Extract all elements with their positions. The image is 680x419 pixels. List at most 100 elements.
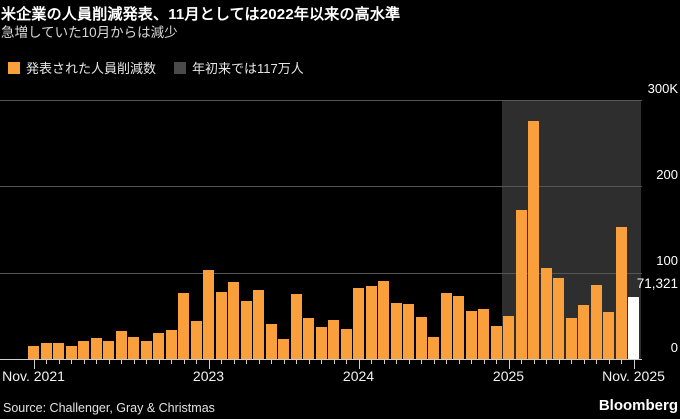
plot-area: 71,321 0 100 200 300K Nov. 2021 2023 2024 2025 N… <box>0 80 680 390</box>
x-axis-tick <box>83 360 85 364</box>
bar <box>290 294 302 359</box>
x-axis-tick <box>183 360 185 364</box>
x-axis-line <box>0 359 642 360</box>
bar <box>278 339 289 359</box>
y-axis-label: 0 <box>670 339 678 355</box>
bar <box>440 293 452 359</box>
bar <box>65 346 77 359</box>
x-axis-tick <box>358 360 360 369</box>
bar <box>28 346 39 359</box>
bar <box>315 327 327 359</box>
page-title: 米企業の人員削減発表、11月としては2022年以来の高水準 <box>1 6 401 23</box>
x-axis-tick <box>58 360 60 364</box>
bar <box>603 312 614 359</box>
bar <box>103 341 114 359</box>
bar <box>240 301 252 359</box>
bar <box>165 330 177 359</box>
x-axis-tick <box>608 360 610 364</box>
x-axis-tick <box>233 360 235 364</box>
x-axis-tick <box>508 360 510 369</box>
x-axis-tick <box>346 360 347 364</box>
x-axis-tick <box>546 360 547 364</box>
bar <box>128 337 139 359</box>
legend-item-label: 年初来では117万人 <box>192 61 304 76</box>
bar <box>215 292 227 359</box>
x-axis-tick <box>308 360 310 364</box>
source-credit: Source: Challenger, Gray & Christmas <box>3 401 215 415</box>
bar <box>140 341 152 359</box>
x-axis-tick <box>621 360 622 364</box>
bar <box>115 331 127 359</box>
x-axis-tick <box>208 360 210 369</box>
gridline <box>0 100 642 101</box>
bar <box>528 121 539 359</box>
x-axis-label: Nov. 2025 <box>602 368 665 384</box>
x-axis-tick <box>171 360 172 364</box>
y-axis-label: 100 <box>656 253 678 269</box>
x-axis-tick <box>158 360 160 364</box>
bar <box>78 341 89 359</box>
legend-item-layoffs: 発表された人員削減数 <box>8 58 156 77</box>
gridline <box>0 272 642 274</box>
legend: 発表された人員削減数 年初来では117万人 <box>8 58 304 77</box>
bar <box>565 318 577 359</box>
bar <box>53 343 64 359</box>
bar <box>303 318 314 359</box>
x-axis-tick <box>258 360 260 364</box>
x-axis-tick <box>121 360 122 364</box>
x-axis-tick <box>433 360 435 364</box>
chart-subtitle: 急増していた10月からは減少 <box>1 25 178 40</box>
x-axis-tick <box>458 360 460 364</box>
bar <box>378 281 389 359</box>
legend-swatch-gray-icon <box>174 61 187 74</box>
x-axis-tick <box>396 360 397 364</box>
x-axis-tick <box>221 360 222 364</box>
bar <box>515 210 527 359</box>
x-axis-tick <box>471 360 472 364</box>
bar <box>178 293 189 359</box>
bar <box>628 297 639 359</box>
bloomberg-logo: Bloomberg <box>598 397 678 414</box>
x-axis-tick <box>483 360 485 364</box>
bar <box>253 290 264 359</box>
last-bar-value-label: 71,321 <box>636 276 678 291</box>
bar <box>40 343 52 359</box>
x-axis-tick <box>583 360 585 364</box>
x-axis-tick <box>296 360 297 364</box>
x-axis-tick <box>196 360 197 364</box>
x-axis-tick <box>133 360 135 364</box>
x-axis-tick <box>321 360 322 364</box>
bar <box>453 296 464 359</box>
x-axis-label: Nov. 2021 <box>2 368 65 384</box>
x-axis-tick <box>333 360 335 364</box>
x-axis-tick <box>521 360 522 364</box>
x-axis-tick <box>421 360 422 364</box>
bar <box>228 282 239 359</box>
y-axis-label: 300K <box>647 80 678 96</box>
legend-item-label: 発表された人員削減数 <box>26 61 157 76</box>
x-axis-tick <box>558 360 560 364</box>
bar <box>465 311 477 359</box>
bar <box>503 316 514 359</box>
bar <box>353 288 364 359</box>
bar <box>415 317 427 359</box>
x-axis-tick <box>633 360 635 369</box>
gridline <box>0 186 642 188</box>
x-axis-tick <box>533 360 535 364</box>
bar <box>340 329 352 359</box>
bar <box>190 321 202 359</box>
x-axis-label: 2024 <box>342 368 375 384</box>
x-axis-tick <box>283 360 285 364</box>
bar <box>365 286 377 359</box>
x-axis-tick <box>71 360 72 364</box>
x-axis-tick <box>246 360 247 364</box>
bar <box>390 303 402 359</box>
x-axis-tick <box>496 360 497 364</box>
x-axis-tick <box>571 360 572 364</box>
bar <box>90 338 102 359</box>
y-axis-label: 200 <box>656 166 678 182</box>
bar <box>428 337 439 359</box>
x-axis-tick <box>446 360 447 364</box>
x-axis-tick <box>271 360 272 364</box>
x-axis-label: 2023 <box>192 368 225 384</box>
